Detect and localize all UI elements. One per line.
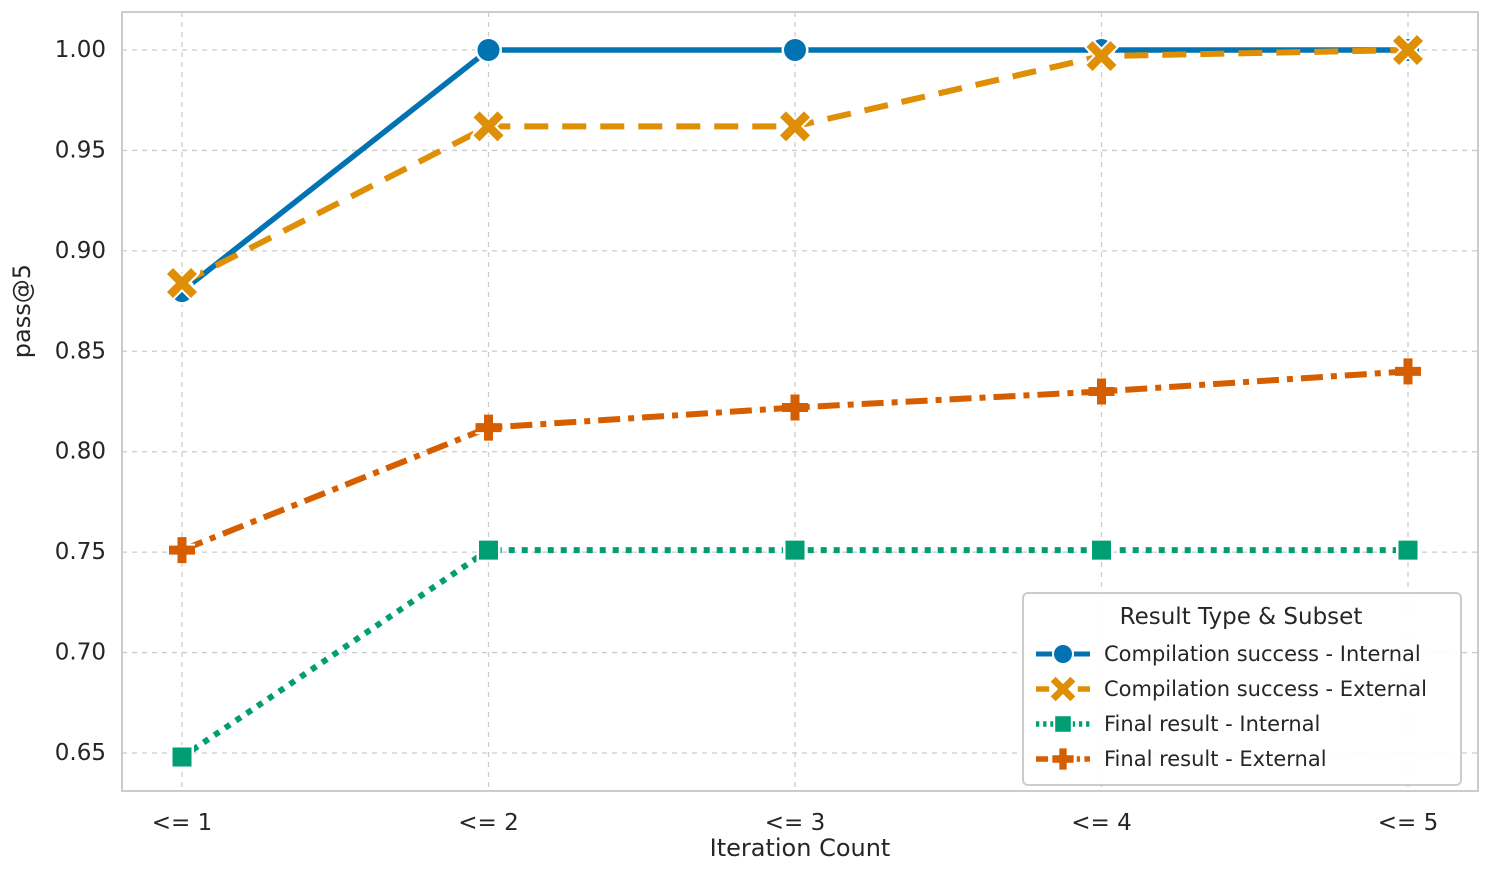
- y-tick-label: 0.80: [55, 439, 106, 465]
- y-tick-label: 0.95: [55, 137, 106, 163]
- x-tick-label: <= 2: [458, 810, 519, 836]
- y-tick-label: 0.90: [55, 238, 106, 264]
- x-tick-label: <= 3: [765, 810, 826, 836]
- x-axis-label: Iteration Count: [710, 834, 891, 862]
- series-2: [170, 538, 1420, 770]
- y-tick-label: 1.00: [55, 37, 106, 63]
- legend-item-compilation-internal: Compilation success - Internal: [1034, 636, 1448, 671]
- legend-item-final-internal: Final result - Internal: [1034, 706, 1448, 741]
- x-tick-label: <= 5: [1378, 810, 1439, 836]
- legend-swatch-line-plus-icon: [1034, 744, 1092, 774]
- legend-title: Result Type & Subset: [1119, 604, 1363, 630]
- y-tick-label: 0.75: [55, 539, 106, 565]
- series-3: [169, 358, 1421, 564]
- legend-item-label: Compilation success - Internal: [1104, 641, 1421, 666]
- legend-swatch-line-square-icon: [1034, 709, 1092, 739]
- x-tick-label: <= 4: [1071, 810, 1132, 836]
- y-axis-label: pass@5: [8, 264, 36, 358]
- axes-spines: [121, 11, 1479, 792]
- y-tick-label: 0.65: [55, 740, 106, 766]
- legend-item-label: Compilation success - External: [1104, 676, 1427, 701]
- legend-item-compilation-external: Compilation success - External: [1034, 671, 1448, 706]
- y-tick-label: 0.70: [55, 640, 106, 666]
- legend-swatch-line-x-icon: [1034, 673, 1092, 704]
- legend-item-label: Final result - Internal: [1104, 711, 1321, 736]
- legend-item-final-external: Final result - External: [1034, 741, 1448, 776]
- x-tick-label: <= 1: [152, 810, 213, 836]
- legend: Result Type & Subset Compilation success…: [1022, 592, 1462, 786]
- tick-labels: 0.65 0.70 0.75 0.80 0.85 0.90 0.95 1.00 <= 1 <= 2…: [55, 37, 1438, 836]
- y-tick-label: 0.85: [55, 338, 106, 364]
- series-1: [163, 31, 1427, 302]
- legend-swatch-line-circle-icon: [1034, 639, 1092, 669]
- legend-item-label: Final result - External: [1104, 746, 1327, 771]
